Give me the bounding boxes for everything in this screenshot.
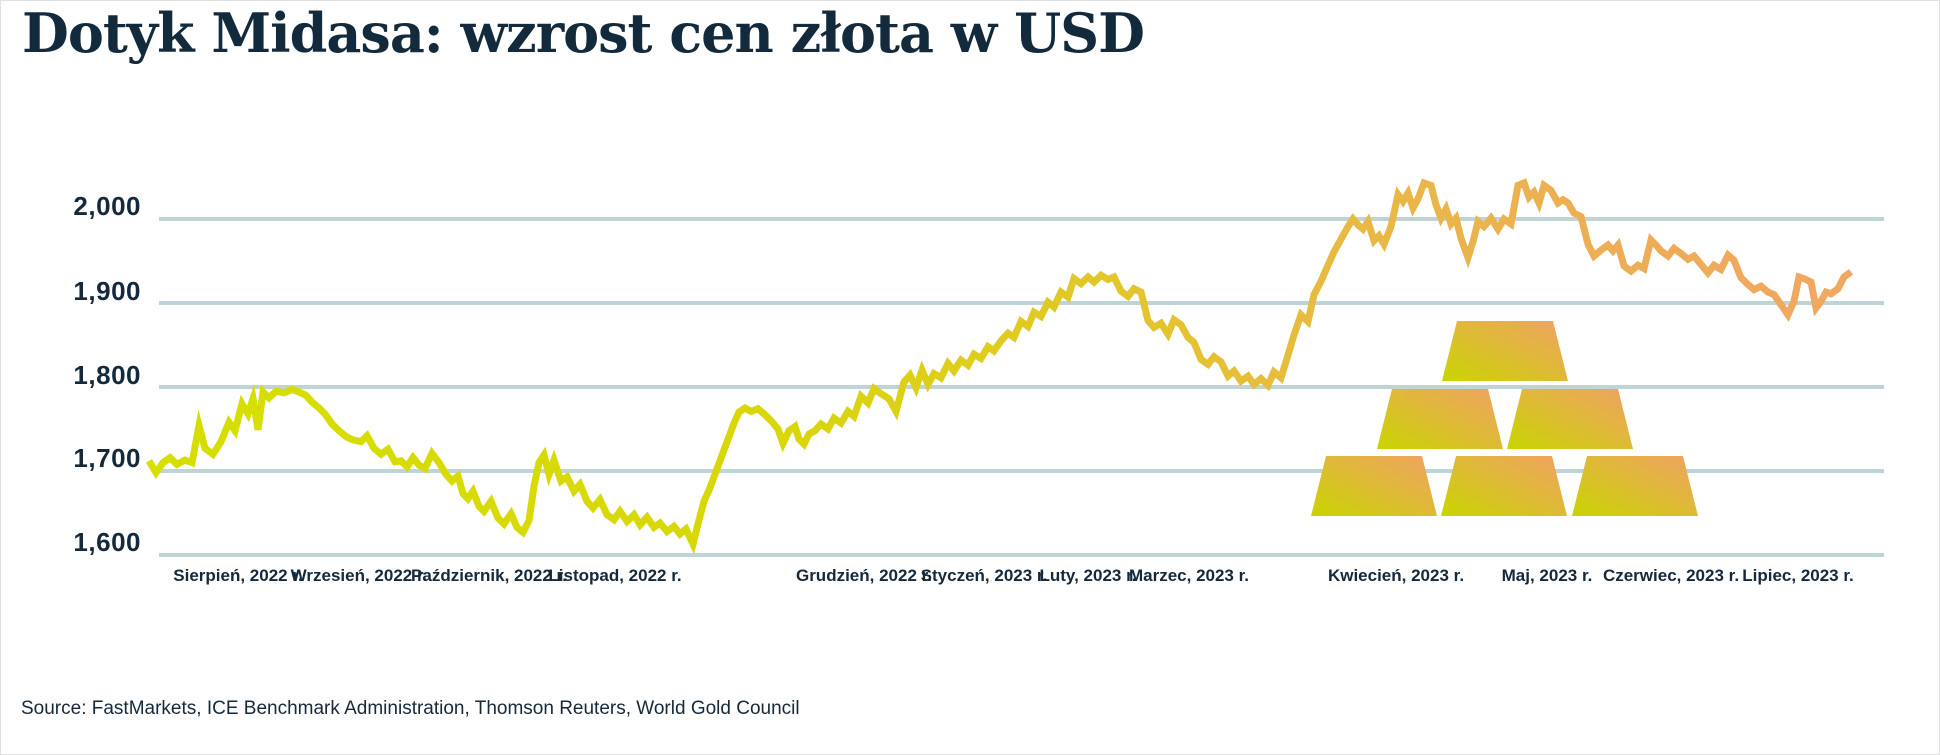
page-title: Dotyk Midasa: wzrost cen złota w USD xyxy=(22,1,1145,65)
y-axis-tick-label: 1,800 xyxy=(73,360,141,390)
x-axis-tick-label: Grudzień, 2022 r. xyxy=(795,566,933,585)
x-axis-tick-label: Czerwiec, 2023 r. xyxy=(1602,566,1740,585)
price-line xyxy=(145,178,1854,555)
x-axis-tick-label: Styczeń, 2023 r. xyxy=(920,566,1048,585)
gold-bars-pyramid-icon xyxy=(1311,321,1698,516)
y-axis-tick-label: 1,700 xyxy=(73,443,141,473)
gold-bar-icon xyxy=(1507,389,1633,449)
y-axis-tick-label: 1,600 xyxy=(73,527,141,557)
gold-bar-icon xyxy=(1311,456,1437,516)
x-axis-tick-label: Sierpień, 2022 r. xyxy=(173,566,303,585)
x-axis-tick-label: Październik, 2022 r. xyxy=(411,566,567,585)
gold-bar-icon xyxy=(1441,456,1567,516)
y-axis-tick-label: 1,900 xyxy=(73,276,141,306)
x-axis-tick-label: Listopad, 2022 r. xyxy=(548,566,682,585)
gold-bar-icon xyxy=(1442,321,1568,381)
x-axis-tick-label: Luty, 2023 r. xyxy=(1039,566,1137,585)
x-axis-tick-label: Wrzesień, 2022 r. xyxy=(290,566,428,585)
y-axis-tick-label: 2,000 xyxy=(73,191,141,221)
x-axis-tick-label: Lipiec, 2023 r. xyxy=(1742,566,1854,585)
source-text: Source: FastMarkets, ICE Benchmark Admin… xyxy=(21,698,800,719)
gold-bar-icon xyxy=(1572,456,1698,516)
x-axis-tick-label: Maj, 2023 r. xyxy=(1501,566,1593,585)
gold-bar-icon xyxy=(1377,389,1503,449)
x-axis-tick-label: Marzec, 2023 r. xyxy=(1128,566,1250,585)
x-axis-tick-label: Kwiecień, 2023 r. xyxy=(1327,566,1465,585)
